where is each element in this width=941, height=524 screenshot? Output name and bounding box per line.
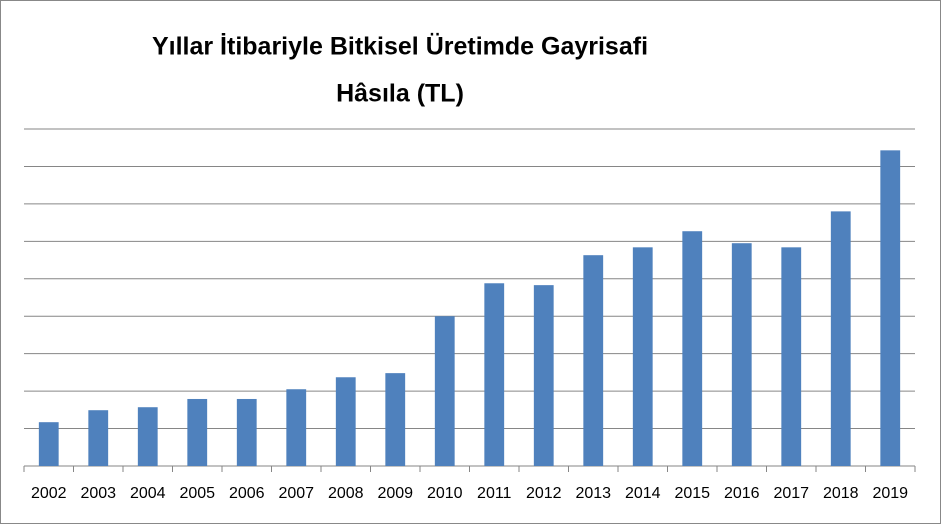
bar xyxy=(187,398,208,466)
x-tick-label: 2011 xyxy=(477,485,512,502)
bar xyxy=(731,243,752,466)
chart-title: Hâsıla (TL) xyxy=(336,80,464,108)
x-tick-label: 2009 xyxy=(377,485,413,502)
bar xyxy=(533,285,554,466)
bar xyxy=(682,231,703,466)
bar xyxy=(632,247,653,466)
x-tick-label: 2018 xyxy=(823,485,859,502)
x-tick-label: 2010 xyxy=(427,485,463,502)
x-tick-label: 2017 xyxy=(773,485,809,502)
bar xyxy=(830,211,851,466)
bar xyxy=(38,422,59,466)
x-tick-label: 2016 xyxy=(724,485,760,502)
bar xyxy=(880,150,901,467)
x-tick-label: 2007 xyxy=(278,485,314,502)
x-tick-label: 2003 xyxy=(80,485,116,502)
bar xyxy=(236,398,257,466)
x-tick-label: 2008 xyxy=(328,485,364,502)
bar xyxy=(484,283,505,466)
x-tick-label: 2006 xyxy=(229,485,265,502)
x-tick-label: 2002 xyxy=(31,485,67,502)
x-tick-label: 2004 xyxy=(130,485,166,502)
bar xyxy=(88,410,109,466)
x-tick-label: 2015 xyxy=(674,485,710,502)
bar xyxy=(335,377,356,466)
x-tick-label: 2012 xyxy=(526,485,562,502)
bar xyxy=(137,407,158,466)
bar xyxy=(583,255,604,466)
bar xyxy=(286,389,307,466)
bar xyxy=(781,247,802,466)
bar xyxy=(434,316,455,466)
x-tick-label: 2013 xyxy=(575,485,611,502)
x-tick-label: 2014 xyxy=(625,485,661,502)
chart-title: Yıllar İtibariyle Bitkisel Üretimde Gayr… xyxy=(152,32,648,61)
x-tick-label: 2005 xyxy=(179,485,215,502)
bar xyxy=(385,373,406,466)
x-tick-label: 2019 xyxy=(872,485,908,502)
